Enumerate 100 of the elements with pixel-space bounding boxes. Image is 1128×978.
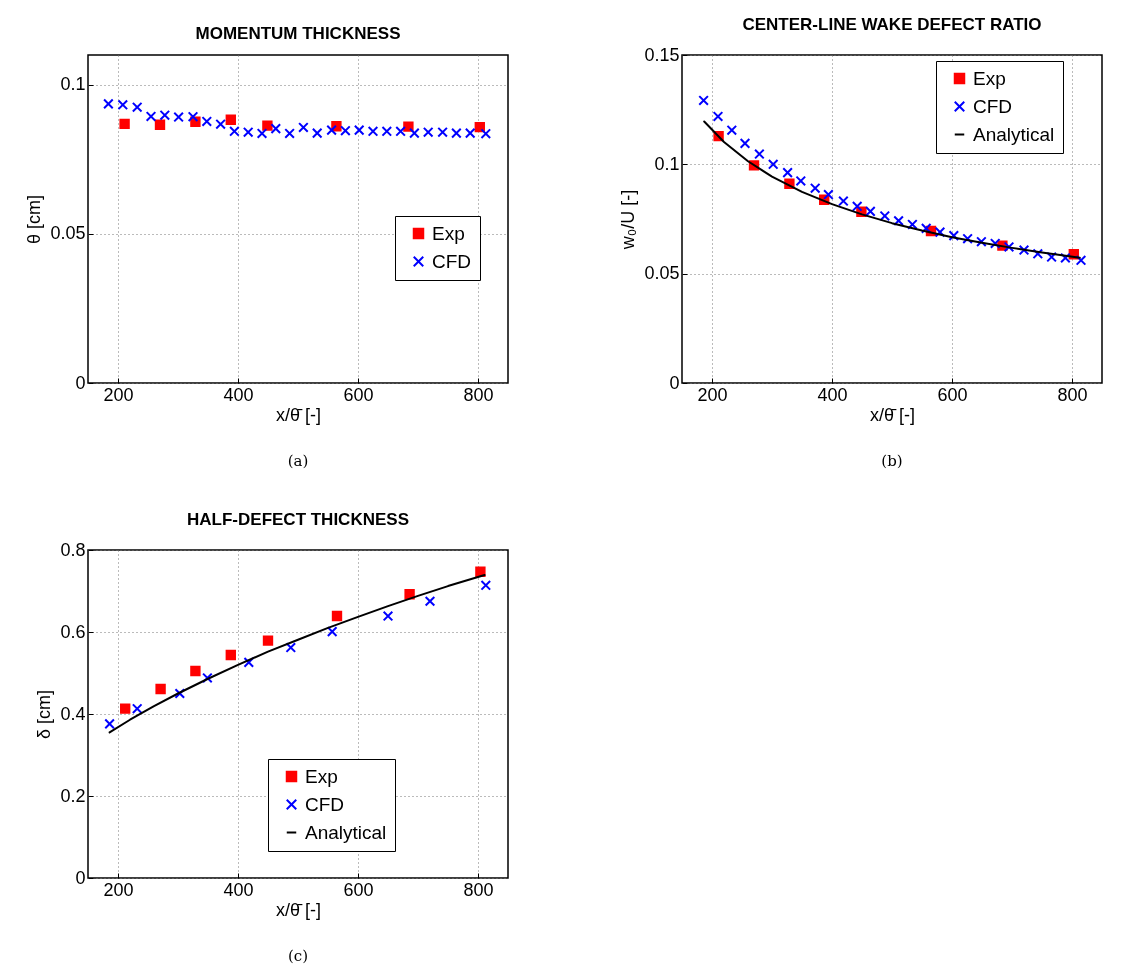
y-axis-title: θ [cm] — [24, 194, 45, 245]
point — [1003, 241, 1015, 253]
point — [256, 128, 268, 139]
point — [154, 119, 166, 130]
legend-label: CFD — [432, 250, 472, 272]
point — [1046, 251, 1057, 263]
y-tick-label: 0 — [75, 867, 86, 888]
point — [795, 175, 807, 187]
x-tick-label: 200 — [103, 879, 134, 900]
y-tick-label: 0.1 — [654, 153, 680, 174]
point — [367, 126, 379, 137]
x-tick-label: 200 — [103, 384, 134, 405]
point — [187, 111, 199, 123]
point — [934, 226, 946, 238]
y-axis-title: w₀/U [-] — [618, 189, 639, 251]
chart-title: CENTER-LINE WAKE DEFECT RATIO — [742, 15, 1042, 34]
point — [907, 219, 918, 230]
point — [225, 649, 236, 661]
point — [174, 688, 186, 699]
point — [190, 665, 201, 677]
text: (b) — [881, 452, 903, 470]
point — [1018, 244, 1030, 256]
point — [104, 718, 115, 730]
point — [353, 124, 365, 136]
point — [480, 579, 492, 591]
chart-title: HALF-DEFECT THICKNESS — [187, 510, 409, 529]
point — [285, 642, 297, 653]
x-tick-label: 800 — [463, 384, 494, 405]
point — [767, 159, 779, 170]
point — [893, 215, 904, 227]
point — [920, 223, 932, 234]
point — [976, 236, 987, 248]
y-tick-label: 0.2 — [60, 785, 86, 806]
point — [331, 610, 343, 622]
x-tick-label: 800 — [463, 879, 494, 900]
x-tick-label: 400 — [223, 384, 254, 405]
x-tick-label: 600 — [343, 879, 374, 900]
y-tick-label: 0 — [75, 372, 86, 393]
point — [173, 111, 184, 123]
point — [215, 118, 226, 130]
legend-label: Exp — [432, 222, 465, 244]
point — [262, 120, 273, 131]
point — [948, 230, 960, 241]
point — [726, 124, 738, 136]
point — [809, 182, 821, 194]
y-tick-label: 0.05 — [644, 263, 680, 284]
point — [131, 703, 143, 714]
legend-label: CFD — [973, 95, 1013, 117]
x-tick-label: 600 — [937, 384, 968, 405]
text: (a) — [287, 452, 309, 470]
x-tick-label: 200 — [697, 384, 728, 405]
point — [229, 126, 240, 137]
point — [739, 138, 751, 149]
point — [823, 189, 834, 200]
point — [424, 595, 436, 607]
text: (c) — [287, 947, 309, 965]
point — [311, 127, 323, 139]
point — [201, 116, 213, 127]
point — [395, 126, 406, 137]
legend-label: Exp — [973, 67, 1006, 89]
x-axis-title: x/θ̄ [-] — [869, 404, 916, 425]
point — [422, 126, 434, 138]
point — [838, 195, 849, 207]
point — [145, 111, 157, 122]
legend-label: Analytical — [973, 123, 1055, 145]
point — [437, 126, 448, 138]
point — [117, 99, 129, 111]
point — [243, 657, 255, 668]
point — [120, 703, 131, 714]
point — [242, 126, 254, 138]
point — [382, 610, 394, 622]
x-tick-label: 600 — [343, 384, 374, 405]
y-tick-label: 0.15 — [644, 44, 680, 65]
x-tick-label: 400 — [223, 879, 254, 900]
x-axis-title: x/θ̄ [-] — [275, 899, 322, 920]
point — [782, 167, 793, 178]
line-series — [703, 120, 1081, 259]
y-tick-label: 0.4 — [60, 703, 86, 724]
y-axis-title: δ [cm] — [34, 689, 55, 740]
point — [464, 127, 476, 139]
point — [326, 124, 337, 136]
x-tick-label: 400 — [817, 384, 848, 405]
y-tick-label: 0.6 — [60, 621, 86, 642]
legend-label: Exp — [305, 765, 338, 787]
legend-label: Analytical — [305, 821, 387, 843]
y-tick-label: 0.05 — [50, 223, 86, 244]
point — [103, 98, 114, 110]
point — [270, 123, 282, 134]
y-tick-label: 0 — [669, 372, 680, 393]
point — [326, 626, 338, 637]
point — [409, 127, 420, 139]
point — [298, 122, 309, 133]
point — [851, 200, 863, 212]
x-axis-title: x/θ̄ [-] — [275, 404, 322, 425]
point — [451, 127, 462, 139]
point — [284, 128, 295, 139]
legend-label: CFD — [305, 793, 345, 815]
point — [381, 126, 393, 137]
point — [989, 238, 1001, 249]
point — [131, 101, 143, 113]
